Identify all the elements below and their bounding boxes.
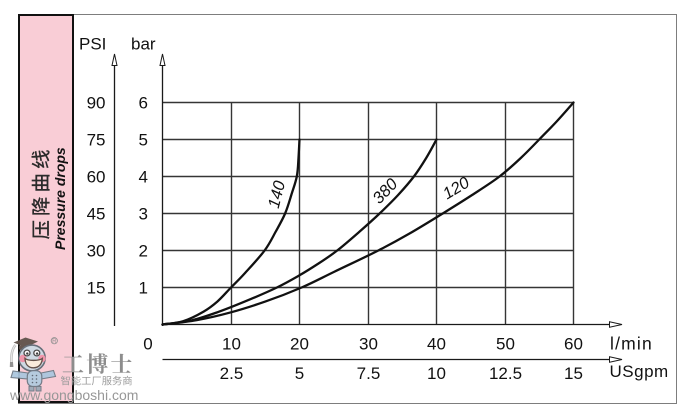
- svg-text:15: 15: [87, 278, 106, 297]
- svg-text:75: 75: [87, 130, 106, 149]
- svg-text:4: 4: [139, 167, 148, 186]
- svg-text:30: 30: [359, 335, 378, 354]
- svg-text:USgpm: USgpm: [610, 362, 669, 381]
- svg-text:10: 10: [427, 364, 446, 383]
- svg-text:40: 40: [427, 335, 446, 354]
- svg-text:R: R: [52, 338, 57, 345]
- svg-text:6: 6: [139, 93, 148, 112]
- svg-text:Pressure drops: Pressure drops: [52, 147, 68, 250]
- svg-text:30: 30: [87, 241, 106, 260]
- svg-text:7.5: 7.5: [357, 364, 381, 383]
- svg-text:2: 2: [139, 241, 148, 260]
- svg-text:2.5: 2.5: [220, 364, 244, 383]
- svg-text:1: 1: [139, 278, 148, 297]
- svg-text:10: 10: [222, 335, 241, 354]
- svg-text:l/min: l/min: [610, 334, 653, 354]
- svg-text:5: 5: [295, 364, 304, 383]
- svg-text:0: 0: [143, 335, 152, 354]
- svg-text:15: 15: [564, 364, 583, 383]
- svg-text:60: 60: [87, 167, 106, 186]
- svg-text:380: 380: [369, 175, 402, 208]
- svg-text:12.5: 12.5: [489, 364, 522, 383]
- svg-text:3: 3: [139, 204, 148, 223]
- svg-text:90: 90: [87, 93, 106, 112]
- svg-text:20: 20: [290, 335, 309, 354]
- svg-text:60: 60: [564, 335, 583, 354]
- svg-text:45: 45: [87, 204, 106, 223]
- svg-text:140: 140: [265, 178, 289, 210]
- svg-text:5: 5: [139, 130, 148, 149]
- svg-text:50: 50: [496, 335, 515, 354]
- svg-text:bar: bar: [131, 35, 156, 54]
- svg-text:PSI: PSI: [79, 35, 106, 54]
